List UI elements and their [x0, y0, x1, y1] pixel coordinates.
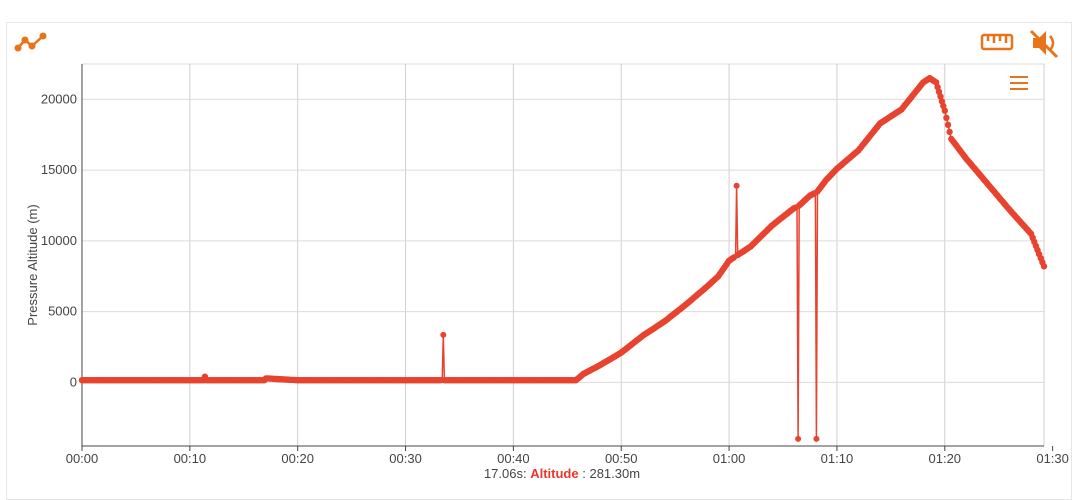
- data-point: [937, 93, 944, 100]
- ruler-icon[interactable]: [980, 33, 1014, 51]
- spike-point: [813, 435, 820, 442]
- x-tick-label: 01:10: [821, 451, 854, 466]
- y-tick-label: 15000: [41, 162, 77, 177]
- grid: [81, 63, 1045, 446]
- x-tick-label: 00:00: [66, 451, 99, 466]
- data-point: [943, 114, 950, 122]
- readout-value: : 281.30m: [582, 466, 640, 481]
- data-point: [944, 121, 952, 128]
- x-tick-label: 00:10: [174, 451, 207, 466]
- hover-readout: 17.06s: Altitude : 281.30m: [484, 466, 640, 481]
- y-tick-label: 0: [70, 374, 77, 389]
- y-axis-title: Pressure Altitude (m): [25, 204, 40, 325]
- spike-point: [440, 331, 447, 338]
- x-tick-label: 00:50: [605, 451, 638, 466]
- data-point: [1040, 263, 1048, 270]
- axes: 00:00 00:10 00:20 00:30 00:40 00:50 01:00 01:10…: [41, 64, 1069, 466]
- chart-card: [6, 22, 1072, 500]
- readout-label: Altitude: [530, 466, 578, 481]
- speaker-muted-icon[interactable]: [1029, 29, 1059, 59]
- x-tick-label: 00:30: [389, 451, 422, 466]
- x-tick-label: 01:00: [713, 451, 746, 466]
- series-altitude: [78, 74, 1048, 442]
- series-line: [82, 77, 1045, 439]
- y-tick-label: 10000: [41, 233, 77, 248]
- spike-point: [733, 182, 740, 189]
- y-tick-label: 5000: [48, 304, 77, 319]
- readout-time: 17.06s:: [484, 466, 527, 481]
- x-tick-label: 00:20: [281, 451, 314, 466]
- hamburger-menu-icon[interactable]: [1010, 76, 1028, 90]
- data-point: [946, 128, 953, 136]
- x-tick-label: 00:40: [497, 451, 530, 466]
- line-chart-icon[interactable]: [14, 32, 47, 52]
- data-point: [941, 107, 948, 114]
- y-tick-label: 20000: [41, 91, 77, 106]
- x-tick-label: 01:20: [929, 451, 962, 466]
- x-tick-label: 01:30: [1036, 451, 1069, 466]
- spike-point: [795, 435, 802, 442]
